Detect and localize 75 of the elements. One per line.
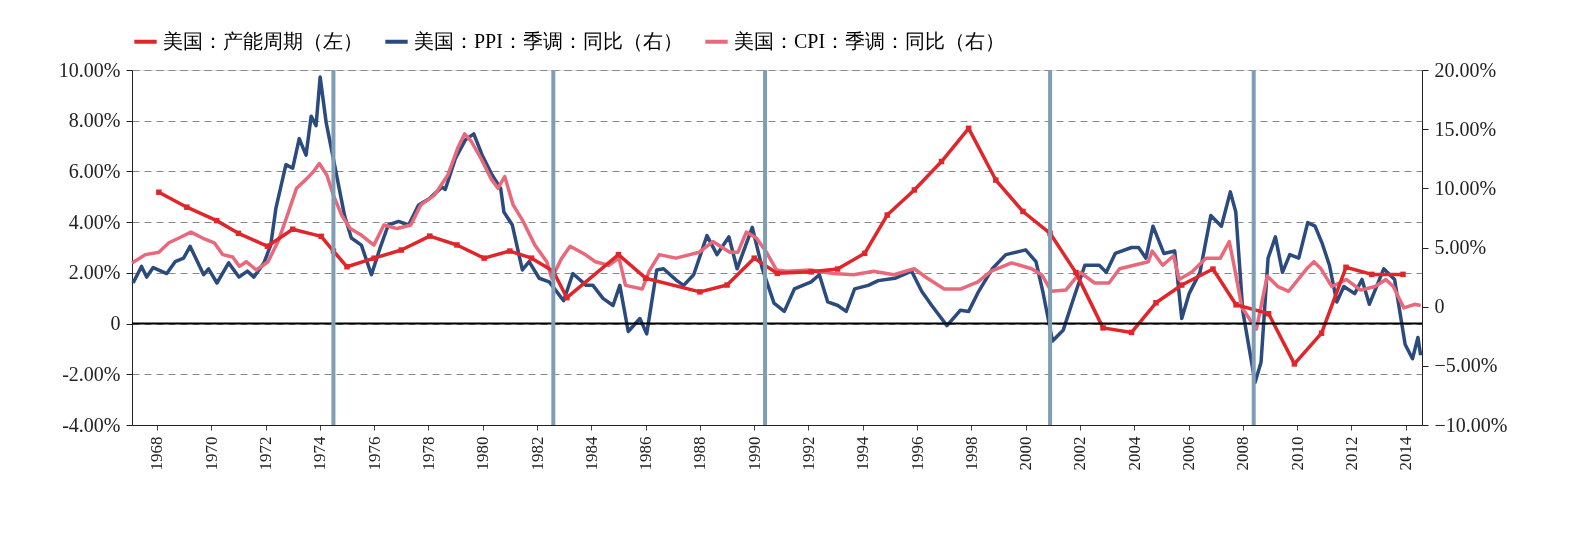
point [528, 255, 535, 261]
x-tick-label: 1984 [581, 436, 601, 471]
point [318, 233, 324, 240]
y2-tick-label: −10.00% [1434, 413, 1508, 436]
point [1210, 266, 1216, 272]
y-tick-label: 10.00% [58, 58, 121, 81]
y2-tick-label: 20.00% [1434, 58, 1497, 81]
x-tick-label: 1992 [798, 436, 818, 471]
x-tick-label: 1974 [310, 436, 330, 471]
x-tick-label: 1994 [853, 436, 873, 471]
point [398, 247, 405, 253]
x-tick-label: 1976 [364, 436, 384, 471]
point [156, 189, 162, 195]
point [834, 266, 841, 272]
line-series [130, 132, 1423, 331]
point [1020, 208, 1026, 215]
legend-label: 美国：产能周期（左） [163, 29, 363, 52]
x-tick-label: 1972 [256, 436, 276, 471]
x-tick-label: 2014 [1396, 436, 1416, 471]
point [264, 243, 271, 249]
x-tick-label: 1982 [527, 436, 547, 471]
x-tick-label: 2006 [1179, 436, 1199, 471]
point [481, 255, 487, 261]
point [1233, 302, 1239, 308]
point [724, 282, 730, 288]
x-tick-label: 1978 [418, 436, 438, 471]
y2-tick-label: −5.00% [1434, 354, 1498, 377]
x-tick-label: 1986 [636, 436, 656, 471]
point [642, 275, 649, 281]
point [993, 177, 999, 183]
point [454, 242, 460, 248]
x-tick-label: 1968 [147, 436, 167, 471]
point [1100, 325, 1106, 331]
point [1179, 282, 1185, 288]
point [1369, 271, 1375, 278]
point [507, 248, 513, 254]
y2-tick-label: 10.00% [1434, 176, 1497, 199]
point [427, 233, 433, 239]
point [884, 212, 890, 218]
legend-label: 美国：PPI：季调：同比（右） [414, 29, 683, 52]
y-tick-label: 4.00% [68, 210, 121, 233]
x-tick-label: 2012 [1341, 436, 1361, 471]
x-tick-label: 1988 [690, 436, 710, 471]
x-tick-label: 2008 [1233, 436, 1253, 471]
point [184, 204, 190, 210]
point [344, 264, 350, 270]
point [911, 187, 918, 193]
legend-label: 美国：CPI：季调：同比（右） [734, 29, 1006, 52]
x-tick-label: 1996 [907, 436, 927, 471]
x-tick-label: 2000 [1016, 436, 1036, 471]
y2-tick-label: 0 [1434, 295, 1445, 318]
x-tick-label: 1980 [473, 436, 493, 471]
x-tick-label: 2004 [1124, 436, 1144, 471]
point [1318, 330, 1325, 336]
y-tick-label: -4.00% [62, 413, 121, 436]
point [1343, 264, 1349, 271]
x-tick-label: 2010 [1287, 436, 1307, 471]
point [697, 289, 703, 295]
point [1400, 271, 1406, 278]
point [1153, 300, 1159, 306]
x-tick-label: 1990 [744, 436, 764, 471]
y2-tick-label: 5.00% [1434, 236, 1487, 258]
y-tick-label: 2.00% [68, 261, 121, 284]
x-tick-label: 1998 [961, 436, 981, 471]
point [1291, 361, 1298, 367]
point [808, 269, 814, 275]
y-tick-label: 6.00% [68, 159, 121, 182]
x-tick-label: 2002 [1070, 436, 1090, 471]
y-tick-label: 0 [110, 312, 121, 335]
y-tick-label: -2.00% [62, 362, 121, 385]
x-tick-label: 1970 [201, 436, 221, 471]
y-tick-label: 8.00% [68, 109, 121, 132]
y2-tick-label: 15.00% [1434, 117, 1497, 140]
point [371, 255, 377, 261]
point [1073, 269, 1079, 276]
